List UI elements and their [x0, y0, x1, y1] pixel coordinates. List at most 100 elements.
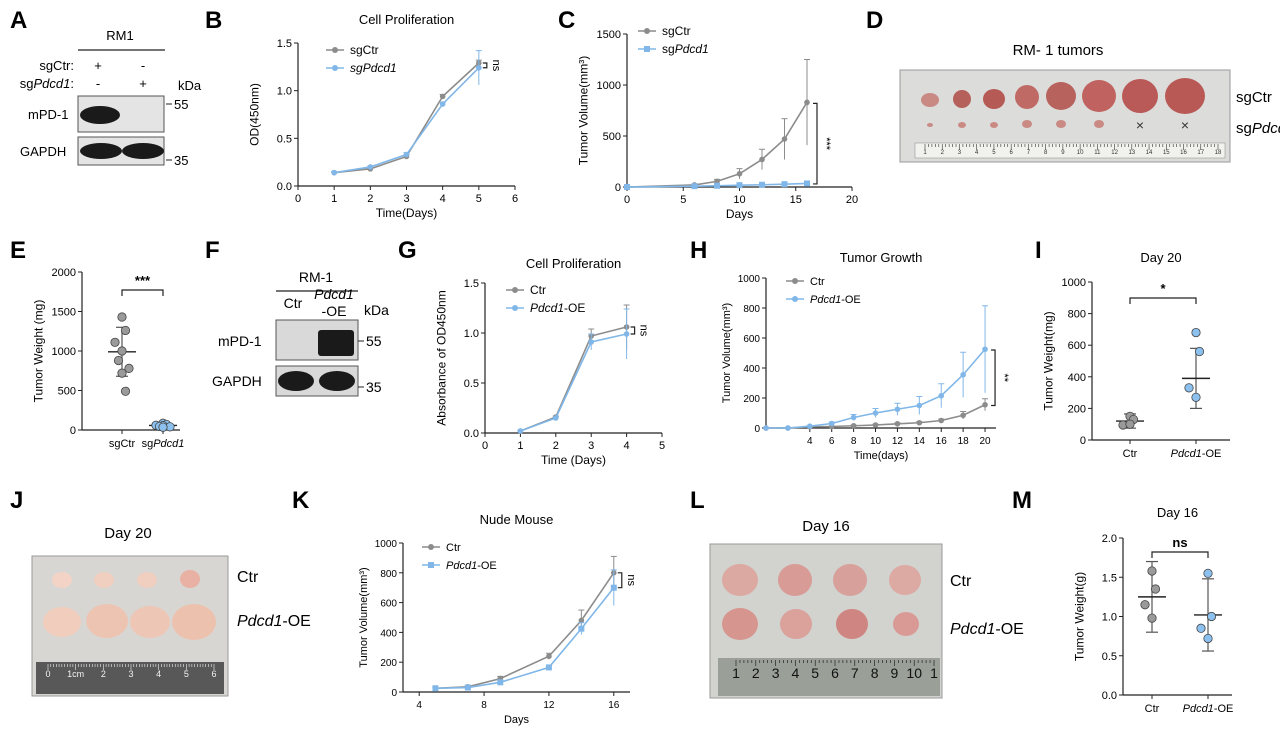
panel-letter-d: D: [866, 7, 883, 34]
blot-f-band-gapdh-2: [319, 371, 355, 391]
chart-h-tumor-growth: 0 200 400 600 800 1000 Tumor Volume(mm³) 4 6 8 10 1…: [721, 250, 1010, 462]
y-tick-label: 0: [391, 688, 397, 699]
data-point: [1125, 419, 1135, 429]
data-point: [545, 664, 552, 671]
y-tick-label: 1500: [52, 307, 76, 319]
ruler-number: 11: [1094, 150, 1101, 156]
x-tick-label: 10: [733, 194, 745, 206]
data-point: [578, 617, 585, 624]
significance-bracket: [630, 326, 636, 335]
x-tick-label: 2: [553, 440, 559, 452]
x-axis-label: Time(days): [854, 450, 909, 462]
series-line-0: [626, 101, 808, 188]
y-tick-label: 1000: [52, 346, 76, 358]
x-tick-label: 20: [979, 436, 991, 447]
significance-label: ***: [135, 273, 151, 288]
y-axis-label: Tumor Weight(g): [1072, 572, 1086, 661]
legend-label: sgPdcd1: [662, 42, 709, 56]
blot-a-band-gapdh-1: [80, 143, 122, 159]
y-tick-label: 600: [380, 599, 397, 610]
data-point: [1206, 611, 1217, 622]
panel-letter-e: E: [10, 237, 26, 264]
x-tick-label: 0: [482, 440, 488, 452]
x-axis-label: Time(Days): [376, 206, 438, 220]
data-point: [117, 346, 127, 356]
data-point: [1147, 613, 1157, 623]
tumor: [1022, 120, 1032, 128]
ruler-number: 8: [871, 665, 879, 681]
panel-letter-k: K: [292, 487, 310, 514]
y-tick-label: 2000: [52, 267, 76, 279]
data-point: [804, 180, 810, 187]
y-tick-label: 1000: [1062, 277, 1086, 289]
x-tick-label: 0: [624, 194, 630, 206]
data-point: [960, 371, 966, 378]
blot-a-band-pd1: [80, 106, 120, 124]
ruler-number: 4: [975, 150, 979, 156]
y-tick-label: 1.5: [464, 278, 479, 290]
legend-marker: [644, 28, 650, 34]
data-point: [804, 99, 810, 106]
ruler-number: 10: [906, 665, 922, 681]
tumor: [52, 572, 72, 588]
significance-label: *: [1160, 281, 1166, 296]
photo-l-tumors-row2: [722, 608, 919, 640]
panel-d-tumor-photo: RM- 1 tumors × × 1 2 3 4 5 6 7 8 9 10 11 12 13 14 15 16…: [899, 42, 1280, 163]
photo-d-title: RM- 1 tumors: [1013, 42, 1104, 59]
data-point: [110, 337, 120, 347]
photo-d-tumors-row1: [921, 78, 1205, 114]
photo-j-tumors-row1: [52, 570, 200, 588]
chart-g-cell-proliferation: 0.0 0.5 1.0 1.5 Absorbance of OD450nm 0 1 2 3 4 5 T…: [434, 256, 665, 467]
x-tick-label: 14: [914, 436, 926, 447]
tumor: [1056, 120, 1066, 128]
data-point: [916, 402, 923, 409]
x-tick-label: 15: [790, 194, 802, 206]
data-point: [367, 164, 374, 170]
ruler-number: 14: [1146, 150, 1153, 156]
y-tick-label: 0: [615, 182, 621, 194]
panel-letter-a: A: [10, 7, 27, 34]
ruler-number: 13: [1128, 150, 1135, 156]
x-tick-label: 2: [367, 193, 373, 205]
ruler-number: 2: [101, 669, 106, 679]
data-point: [432, 685, 439, 692]
y-tick-label: 800: [743, 304, 760, 315]
x-tick-label: 0: [295, 193, 301, 205]
photo-j-row1-label: Ctr: [237, 569, 259, 586]
data-point: [938, 417, 945, 424]
x-tick-label: 12: [892, 436, 904, 447]
y-axis-label: OD(450nm): [247, 83, 261, 146]
data-point: [588, 339, 594, 345]
y-tick-label: 400: [1068, 372, 1086, 384]
blot-a-cell-line: RM1: [106, 28, 133, 43]
data-point: [124, 363, 134, 373]
significance-label: ns: [490, 60, 502, 72]
blot-a-row1-lane2: -: [141, 58, 145, 73]
y-tick-label: 0: [1080, 435, 1086, 447]
x-tick-label: 6: [512, 193, 518, 205]
series-line-0: [435, 572, 615, 690]
data-point: [439, 93, 446, 100]
tumor: [927, 123, 933, 127]
photo-j-ruler: [36, 662, 224, 694]
legend-label: Ctr: [810, 276, 825, 288]
significance-label: ***: [820, 137, 832, 151]
data-point: [158, 422, 168, 432]
blot-f-lane2-suffix: -OE: [322, 303, 347, 319]
blot-f-marker-55: 55: [366, 333, 382, 349]
data-point: [1194, 346, 1205, 357]
x-axis-label: Time (Days): [541, 453, 606, 467]
tumor: [780, 609, 812, 639]
legend-marker: [332, 47, 338, 53]
data-point: [578, 625, 585, 632]
data-point: [117, 312, 127, 322]
ruler-number: 2: [752, 665, 760, 681]
tumor: [833, 564, 867, 596]
blot-a-kda: kDa: [178, 78, 202, 93]
y-tick-label: 0: [70, 425, 76, 437]
x-tick-label: 1: [331, 193, 337, 205]
data-point: [872, 422, 879, 428]
data-point: [1203, 633, 1213, 644]
panel-letter-i: I: [1035, 237, 1042, 264]
data-point: [850, 414, 857, 421]
